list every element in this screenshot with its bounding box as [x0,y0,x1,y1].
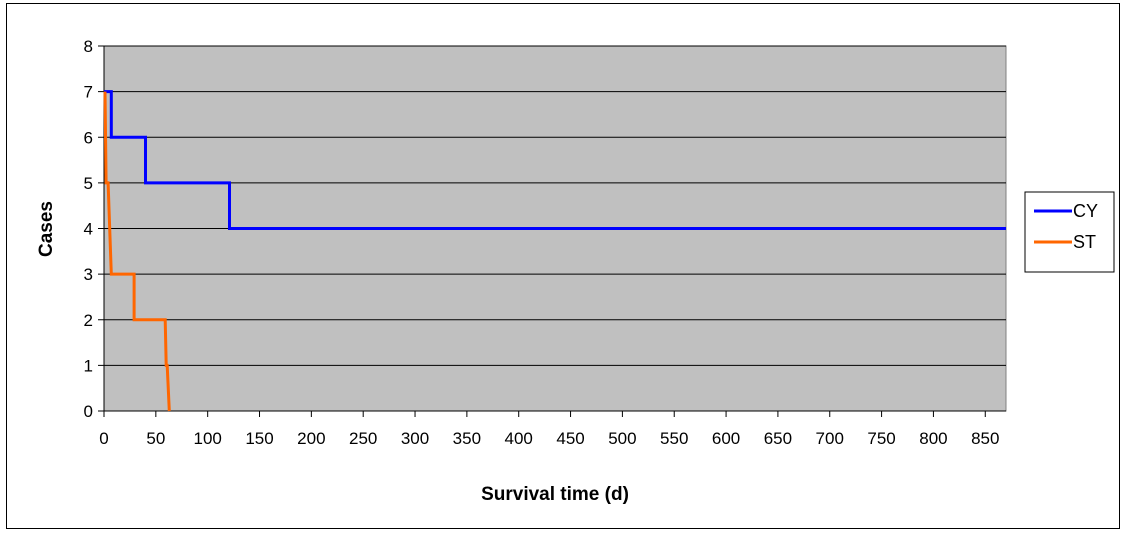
series-line-st [103,91,171,412]
x-tick-label: 300 [401,429,429,448]
y-tick-label: 4 [84,220,93,239]
legend-label-st: ST [1073,232,1096,252]
x-tick-label: 800 [919,429,947,448]
x-tick-label: 350 [453,429,481,448]
y-tick-label: 6 [84,128,93,147]
y-tick-label: 2 [84,311,93,330]
x-tick-label: 750 [867,429,895,448]
x-tick-label: 500 [608,429,636,448]
x-tick-label: 250 [349,429,377,448]
y-tick-label: 8 [84,37,93,56]
series-line-cy [104,90,1006,230]
legend-label-cy: CY [1073,201,1098,221]
x-axis-title: Survival time (d) [481,484,629,505]
x-tick-label: 400 [505,429,533,448]
x-tick-label: 600 [712,429,740,448]
axes-layer: 0 1 2 3 4 5 6 7 8 0 50 100 150 200 250 300 350 400 450 500 5… [84,37,1006,448]
x-tick-label: 550 [660,429,688,448]
x-tick-label: 0 [99,429,108,448]
x-tick-label: 100 [193,429,221,448]
x-tick-label: 150 [245,429,273,448]
x-tick-label: 700 [816,429,844,448]
x-tick-label: 450 [556,429,584,448]
y-tick-label: 5 [84,174,93,193]
y-axis-title: Cases [36,201,57,257]
y-tick-label: 7 [84,83,93,102]
x-tick-label: 50 [146,429,165,448]
y-tick-label: 3 [84,265,93,284]
y-tick-label: 0 [84,402,93,421]
legend: CY ST [1024,191,1115,273]
y-tick-label: 1 [84,356,93,375]
x-tick-label: 650 [764,429,792,448]
x-tick-label: 200 [297,429,325,448]
series-layer [103,90,1006,412]
x-tick-label: 850 [971,429,999,448]
legend-box [1024,191,1115,273]
